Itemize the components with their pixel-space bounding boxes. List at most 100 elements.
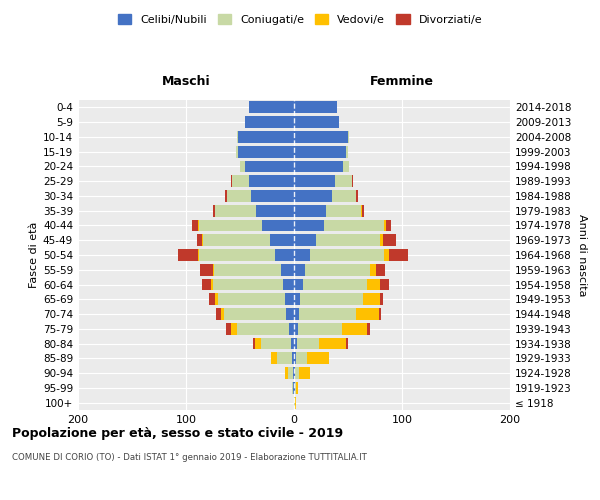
- Bar: [343, 160, 349, 172]
- Bar: [293, 382, 294, 394]
- Bar: [262, 220, 294, 232]
- Bar: [356, 190, 358, 202]
- Bar: [224, 308, 286, 320]
- Bar: [236, 146, 238, 158]
- Bar: [237, 131, 238, 143]
- Bar: [226, 323, 232, 334]
- Bar: [316, 234, 380, 246]
- Bar: [275, 249, 294, 261]
- Bar: [198, 220, 199, 232]
- Bar: [199, 249, 275, 261]
- Bar: [335, 176, 352, 187]
- Legend: Celibi/Nubili, Coniugati/e, Vedovi/e, Divorziati/e: Celibi/Nubili, Coniugati/e, Vedovi/e, Di…: [115, 10, 485, 28]
- Bar: [367, 278, 380, 290]
- Text: Popolazione per età, sesso e stato civile - 2019: Popolazione per età, sesso e stato civil…: [12, 428, 343, 440]
- Bar: [200, 264, 213, 276]
- Bar: [295, 396, 296, 408]
- Bar: [227, 190, 251, 202]
- Bar: [193, 220, 198, 232]
- Bar: [386, 220, 391, 232]
- Bar: [302, 278, 367, 290]
- Bar: [294, 160, 343, 172]
- Bar: [326, 205, 361, 216]
- Bar: [294, 234, 316, 246]
- Bar: [245, 116, 294, 128]
- Bar: [295, 367, 299, 379]
- Bar: [238, 146, 294, 158]
- Bar: [215, 205, 256, 216]
- Bar: [248, 176, 294, 187]
- Bar: [294, 396, 295, 408]
- Bar: [294, 294, 301, 305]
- Bar: [286, 294, 294, 305]
- Bar: [291, 338, 294, 349]
- Bar: [380, 234, 383, 246]
- Bar: [271, 352, 277, 364]
- Text: Maschi: Maschi: [161, 75, 211, 88]
- Bar: [380, 294, 383, 305]
- Bar: [294, 220, 324, 232]
- Bar: [294, 338, 297, 349]
- Bar: [260, 338, 291, 349]
- Bar: [213, 264, 214, 276]
- Bar: [294, 308, 299, 320]
- Bar: [346, 338, 348, 349]
- Bar: [348, 131, 349, 143]
- Bar: [363, 294, 380, 305]
- Text: COMUNE DI CORIO (TO) - Dati ISTAT 1° gennaio 2019 - Elaborazione TUTTITALIA.IT: COMUNE DI CORIO (TO) - Dati ISTAT 1° gen…: [12, 452, 367, 462]
- Bar: [232, 323, 237, 334]
- Bar: [294, 278, 302, 290]
- Bar: [356, 308, 379, 320]
- Bar: [253, 338, 255, 349]
- Text: Femmine: Femmine: [370, 75, 434, 88]
- Bar: [332, 190, 356, 202]
- Bar: [209, 294, 215, 305]
- Bar: [383, 249, 389, 261]
- Bar: [251, 190, 294, 202]
- Bar: [281, 264, 294, 276]
- Bar: [218, 294, 286, 305]
- Bar: [383, 234, 395, 246]
- Bar: [238, 131, 294, 143]
- Bar: [380, 278, 389, 290]
- Bar: [370, 264, 376, 276]
- Bar: [256, 205, 294, 216]
- Bar: [295, 382, 296, 394]
- Bar: [232, 176, 248, 187]
- Bar: [202, 278, 211, 290]
- Bar: [346, 146, 348, 158]
- Bar: [215, 294, 218, 305]
- Bar: [294, 323, 298, 334]
- Bar: [294, 176, 335, 187]
- Bar: [216, 308, 221, 320]
- Bar: [240, 160, 245, 172]
- Bar: [255, 338, 260, 349]
- Bar: [352, 176, 353, 187]
- Bar: [270, 234, 294, 246]
- Bar: [277, 352, 292, 364]
- Bar: [178, 249, 198, 261]
- Bar: [211, 278, 213, 290]
- Bar: [203, 234, 270, 246]
- Bar: [292, 382, 293, 394]
- Bar: [287, 367, 293, 379]
- Bar: [299, 308, 356, 320]
- Y-axis label: Anni di nascita: Anni di nascita: [577, 214, 587, 296]
- Bar: [305, 264, 370, 276]
- Bar: [294, 146, 346, 158]
- Bar: [361, 205, 362, 216]
- Bar: [197, 234, 202, 246]
- Bar: [245, 160, 294, 172]
- Y-axis label: Fasce di età: Fasce di età: [29, 222, 39, 288]
- Bar: [213, 278, 283, 290]
- Bar: [297, 338, 319, 349]
- Bar: [213, 205, 215, 216]
- Bar: [367, 323, 370, 334]
- Bar: [319, 338, 346, 349]
- Bar: [286, 367, 287, 379]
- Bar: [293, 367, 294, 379]
- Bar: [237, 323, 289, 334]
- Bar: [294, 367, 295, 379]
- Bar: [294, 205, 326, 216]
- Bar: [292, 352, 294, 364]
